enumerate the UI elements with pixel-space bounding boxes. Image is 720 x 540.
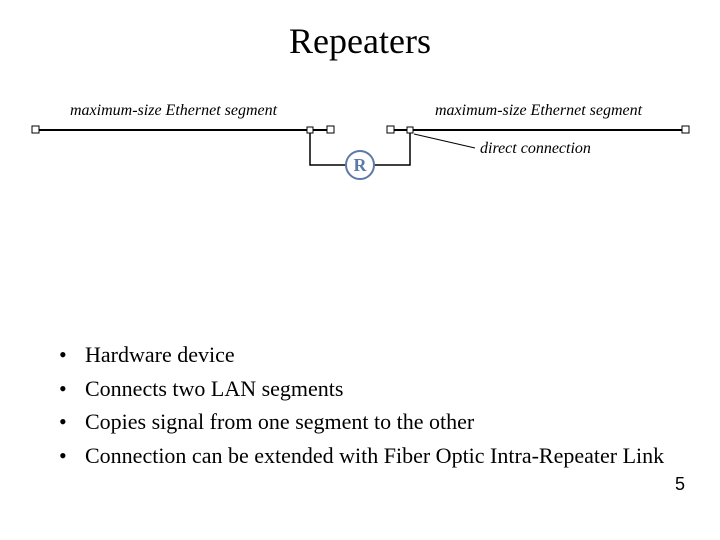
page-number: 5	[675, 474, 685, 495]
label-left-segment: maximum-size Ethernet segment	[70, 102, 278, 119]
connector-left-tap	[307, 127, 313, 133]
repeater-letter: R	[354, 155, 368, 175]
connector-right	[374, 130, 410, 165]
repeater-diagram: maximum-size Ethernet segment maximum-si…	[30, 95, 690, 215]
slide-title: Repeaters	[0, 20, 720, 62]
segment-left-end2	[327, 126, 334, 133]
connector-left	[310, 130, 346, 165]
label-direct-connection: direct connection	[480, 140, 591, 157]
bullet-item: Copies signal from one segment to the ot…	[85, 407, 675, 437]
bullet-item: Connects two LAN segments	[85, 374, 675, 404]
bullet-list: Hardware device Connects two LAN segment…	[55, 340, 675, 475]
bullet-item: Hardware device	[85, 340, 675, 370]
bullet-item: Connection can be extended with Fiber Op…	[85, 441, 675, 471]
segment-left-end1	[32, 126, 39, 133]
segment-right-end2	[682, 126, 689, 133]
segment-right-end1	[387, 126, 394, 133]
connector-right-tap	[407, 127, 413, 133]
slide: Repeaters maximum-size Ethernet segment …	[0, 0, 720, 540]
direct-pointer-line	[414, 134, 475, 148]
label-right-segment: maximum-size Ethernet segment	[435, 102, 643, 119]
